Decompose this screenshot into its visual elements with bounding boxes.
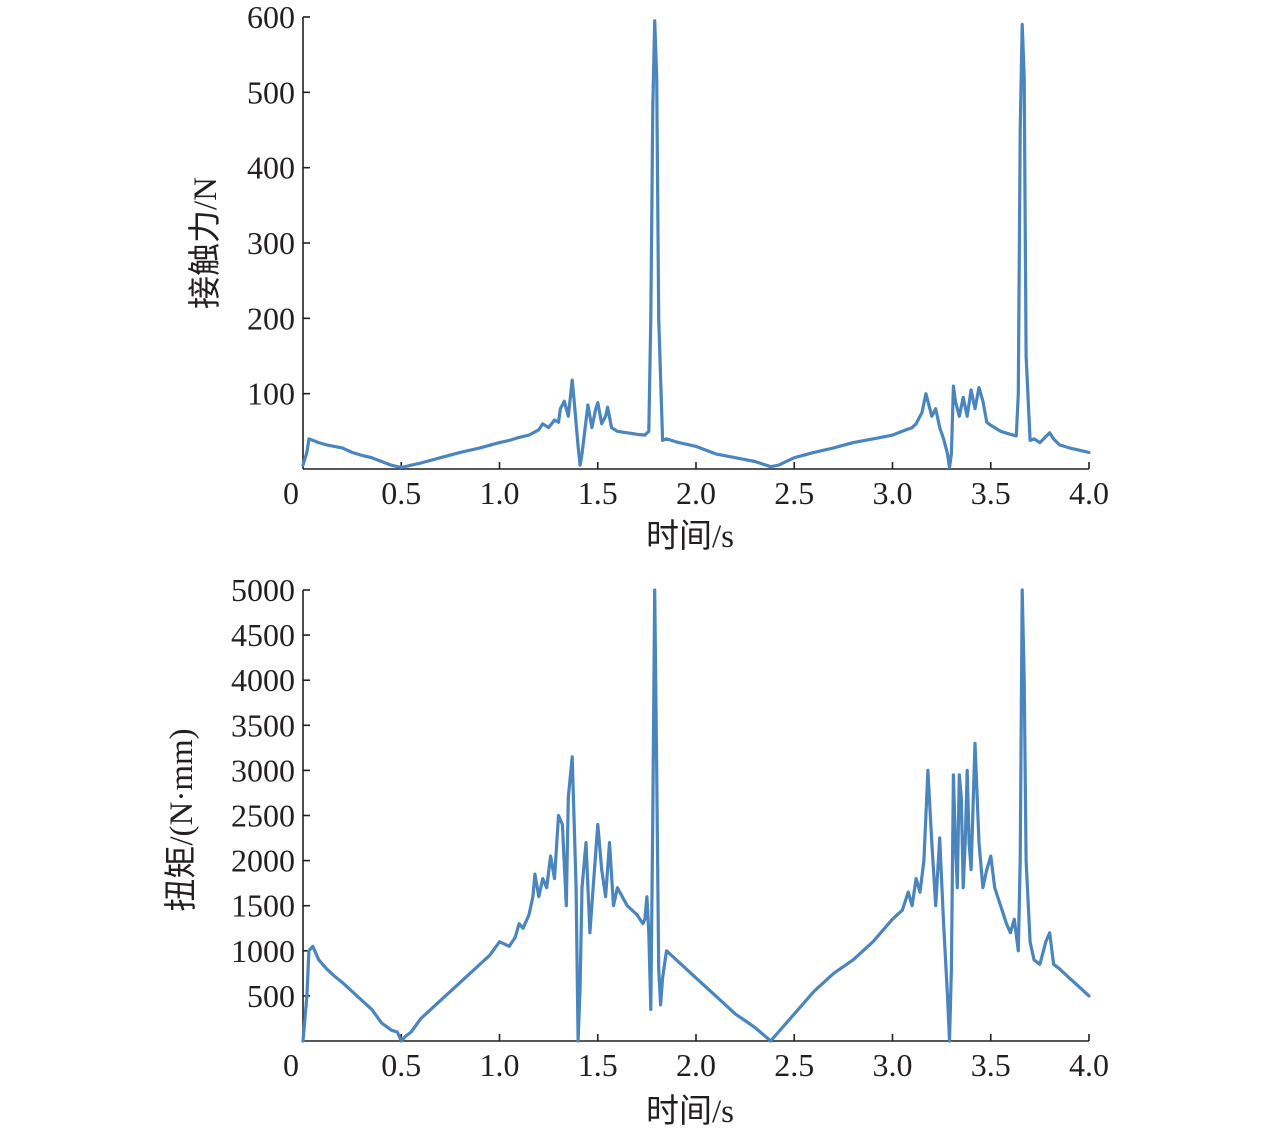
- contact-force-y-tick-label: 200: [247, 300, 295, 336]
- torque-x-ticks: 0 0.5 1.0 1.5 2.0 2.5 3.0 3.5 4.0: [283, 1034, 1109, 1083]
- torque-x-tick-label: 1.0: [480, 1047, 520, 1083]
- torque-y-ticks: 500 1000 1500 2000 2500 3000 3500 4000 4500 5000: [231, 572, 310, 1014]
- torque-series-line: [301, 588, 1091, 1043]
- torque-y-tick-label: 3500: [231, 707, 295, 743]
- contact-force-chart: 100 200 300 400 500 600 0 0.5 1.0 1.5 2.0 2.5 3.0 3.…: [187, 0, 1109, 555]
- torque-y-tick-label: 1000: [231, 933, 295, 969]
- contact-force-y-tick-label: 400: [247, 150, 295, 186]
- contact-force-y-tick-label: 500: [247, 74, 295, 110]
- torque-y-tick-label: 4500: [231, 617, 295, 653]
- contact-force-y-tick-label: 100: [247, 376, 295, 412]
- torque-x-axis-title: 时间/s: [646, 1094, 734, 1130]
- contact-force-x-tick-label: 2.5: [774, 475, 814, 511]
- contact-force-x-ticks: 0 0.5 1.0 1.5 2.0 2.5 3.0 3.5 4.0: [283, 462, 1109, 511]
- torque-y-tick-label: 3000: [231, 752, 295, 788]
- contact-force-y-ticks: 100 200 300 400 500 600: [247, 0, 310, 412]
- torque-chart: 500100015002000250030003500400045005000 …: [163, 572, 1109, 1130]
- contact-force-x-axis-title: 时间/s: [646, 519, 734, 555]
- contact-force-x-tick-label: 0: [283, 475, 299, 511]
- contact-force-y-axis-title: 接触力/N: [187, 177, 224, 309]
- torque-y-tick-label: 1500: [231, 888, 295, 924]
- torque-x-tick-label: 2.5: [774, 1047, 814, 1083]
- contact-force-y-tick-label: 600: [247, 0, 295, 35]
- torque-x-tick-label: 1.5: [578, 1047, 618, 1083]
- torque-x-tick-label: 0.5: [381, 1047, 421, 1083]
- torque-x-tick-label: 4.0: [1069, 1047, 1109, 1083]
- torque-x-tick-label: 3.0: [873, 1047, 913, 1083]
- contact-force-x-tick-label: 3.0: [873, 475, 913, 511]
- torque-y-axis-title: 扭矩/(N·mm): [163, 728, 200, 911]
- contact-force-x-tick-label: 0.5: [381, 475, 421, 511]
- torque-y-tick-label: 2500: [231, 798, 295, 834]
- torque-x-tick-label: 2.0: [676, 1047, 716, 1083]
- torque-y-tick-label: 4000: [231, 662, 295, 698]
- contact-force-series: [301, 19, 1091, 470]
- contact-force-x-tick-label: 4.0: [1069, 475, 1109, 511]
- torque-y-tick-label: 500: [247, 978, 295, 1014]
- contact-force-x-tick-label: 1.5: [578, 475, 618, 511]
- contact-force-x-tick-label: 2.0: [676, 475, 716, 511]
- torque-x-tick-label: 0: [283, 1047, 299, 1083]
- torque-y-tick-label: 5000: [231, 572, 295, 608]
- contact-force-x-tick-label: 3.5: [971, 475, 1011, 511]
- torque-y-tick-label: 2000: [231, 843, 295, 879]
- contact-force-y-tick-label: 300: [247, 225, 295, 261]
- torque-series: [301, 588, 1091, 1043]
- contact-force-x-tick-label: 1.0: [480, 475, 520, 511]
- contact-force-series-line: [301, 19, 1091, 470]
- torque-x-tick-label: 3.5: [971, 1047, 1011, 1083]
